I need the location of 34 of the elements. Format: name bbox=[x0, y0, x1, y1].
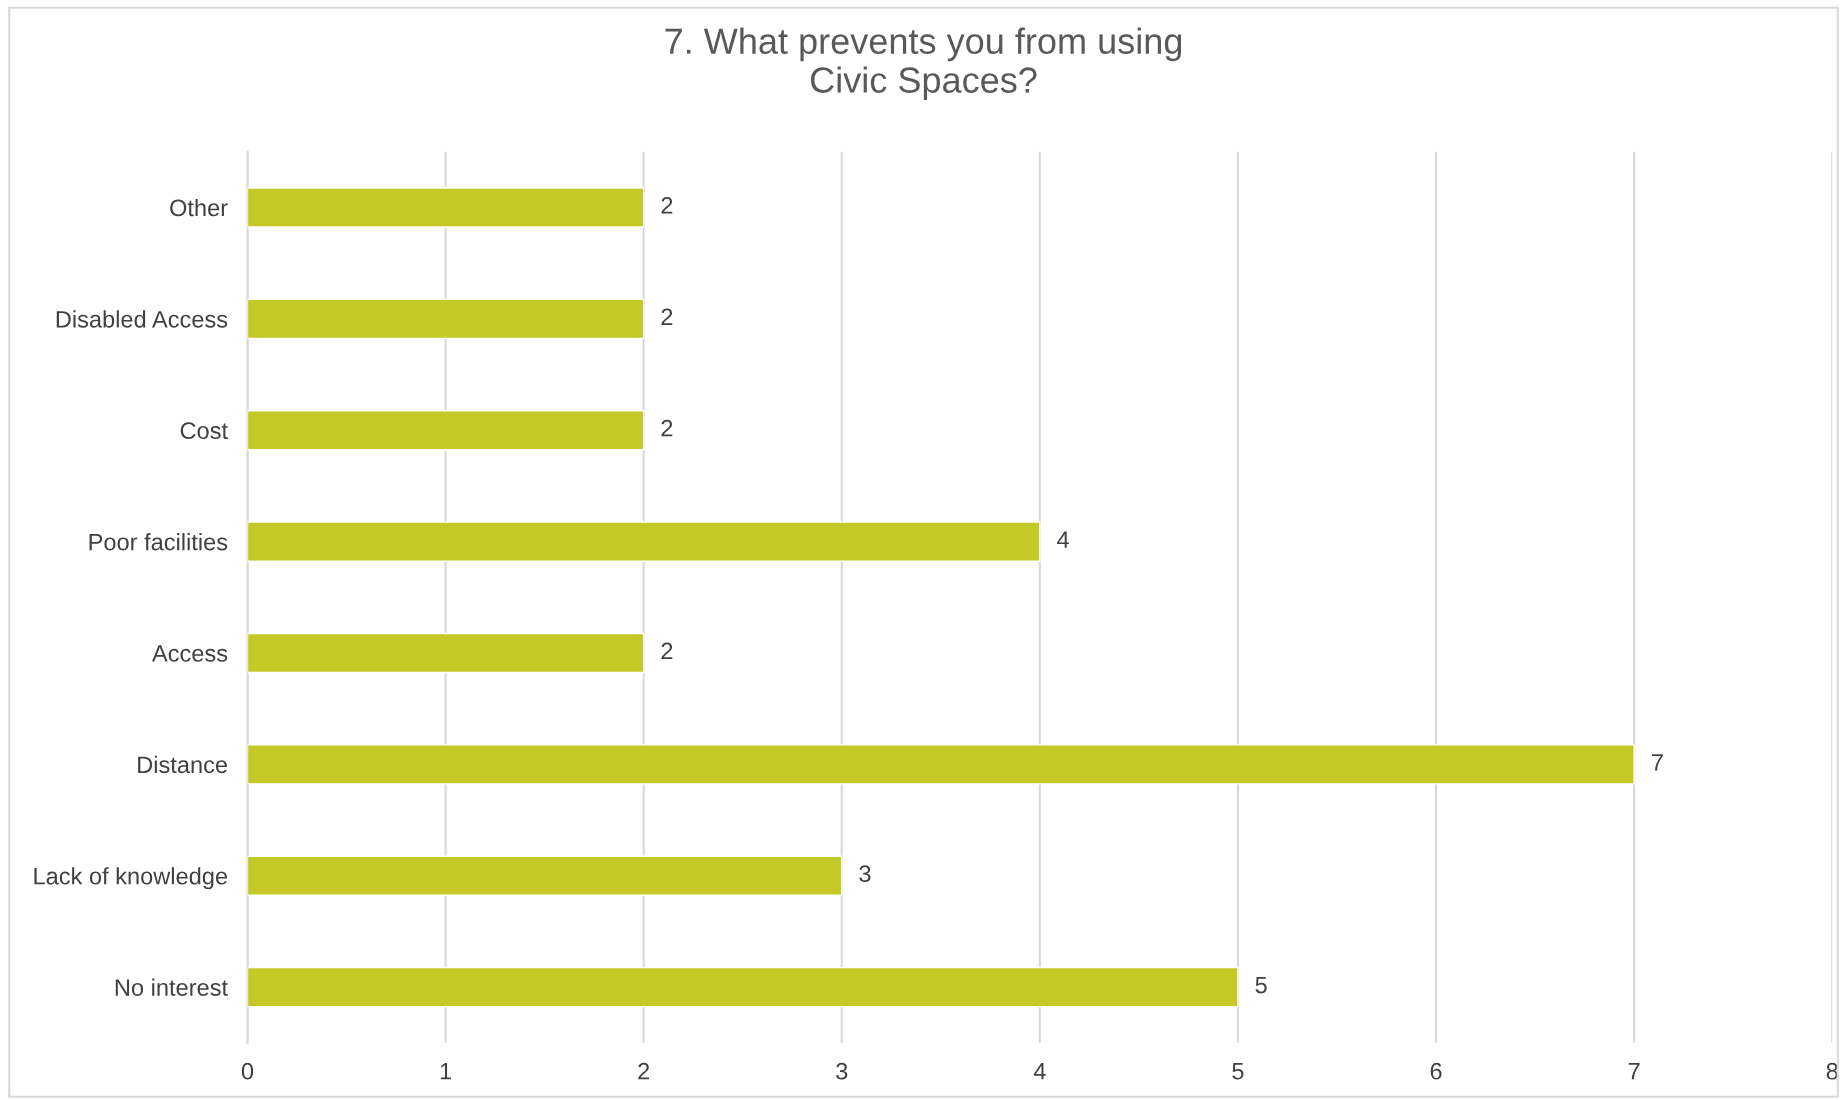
y-tick-label: No interest bbox=[115, 978, 228, 996]
chart-title: 7. What prevents you from using Civic Spaces? bbox=[665, 27, 1182, 101]
bar bbox=[247, 187, 645, 228]
y-tick-label: Disabled Access bbox=[56, 310, 228, 328]
bar bbox=[247, 410, 645, 451]
data-label: 2 bbox=[661, 197, 673, 214]
data-label: 4 bbox=[1057, 531, 1069, 548]
bar bbox=[247, 298, 645, 340]
x-tick-label: 6 bbox=[1430, 1062, 1442, 1080]
x-tick-label: 7 bbox=[1628, 1063, 1640, 1080]
data-label: 3 bbox=[859, 865, 871, 883]
x-tick-label: 3 bbox=[836, 1062, 848, 1080]
y-tick-label: Distance bbox=[138, 755, 228, 774]
bar bbox=[247, 521, 1041, 562]
y-tick-label: Lack of knowledge bbox=[34, 867, 228, 890]
x-tick-label: 2 bbox=[638, 1062, 650, 1080]
x-tick-label: 4 bbox=[1033, 1063, 1046, 1080]
bar bbox=[247, 744, 1635, 785]
data-label: 5 bbox=[1255, 976, 1267, 994]
x-tick-label: 0 bbox=[241, 1062, 254, 1080]
bar bbox=[247, 632, 645, 674]
data-label: 2 bbox=[661, 308, 673, 325]
y-tick-label: Poor facilities bbox=[89, 533, 228, 551]
bar bbox=[247, 966, 1239, 1008]
x-tick-label: 1 bbox=[440, 1063, 451, 1080]
x-tick-label: 5 bbox=[1232, 1063, 1244, 1080]
data-label: 2 bbox=[661, 419, 673, 437]
x-tick-label: 8 bbox=[1826, 1062, 1838, 1080]
data-label: 2 bbox=[661, 642, 673, 660]
y-tick-label: Cost bbox=[180, 422, 228, 440]
data-label: 7 bbox=[1652, 754, 1663, 771]
bar bbox=[247, 855, 843, 896]
y-tick-label: Access bbox=[152, 645, 228, 662]
y-tick-label: Other bbox=[170, 198, 228, 217]
